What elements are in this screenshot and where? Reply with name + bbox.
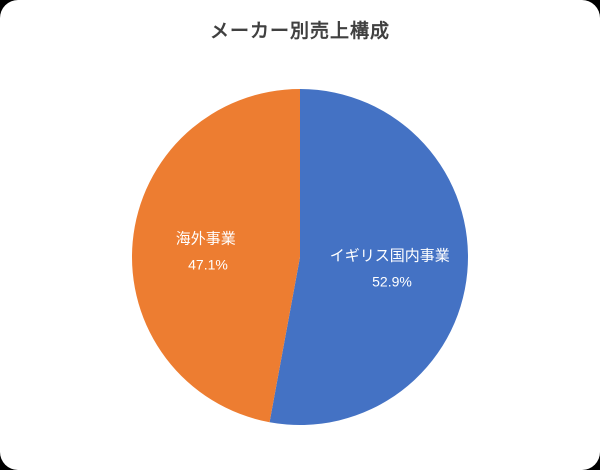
chart-title: メーカー別売上構成 [209, 21, 390, 42]
slice-label-uk-domestic: イギリス国内事業 52.9% [330, 247, 454, 289]
slice-label-overseas: 海外事業 47.1% [176, 231, 240, 273]
pie-slice-uk-domestic[interactable] [269, 89, 468, 425]
pie-slice-overseas[interactable] [131, 88, 300, 423]
